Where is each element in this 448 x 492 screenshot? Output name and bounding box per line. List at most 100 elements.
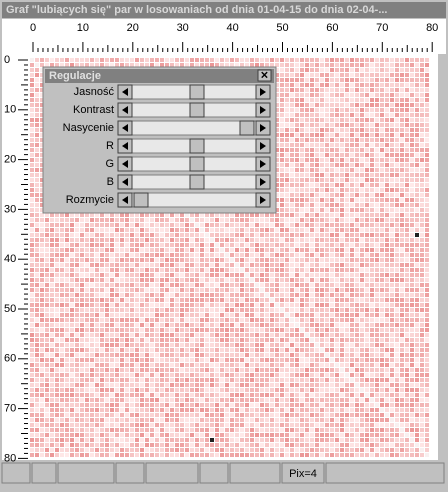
heat-cell bbox=[245, 58, 249, 62]
heat-cell bbox=[425, 123, 429, 127]
heat-cell bbox=[415, 213, 419, 217]
heat-cell bbox=[30, 333, 34, 337]
heat-cell bbox=[60, 213, 64, 217]
heat-cell bbox=[350, 73, 354, 77]
heat-cell bbox=[270, 363, 274, 367]
heat-cell bbox=[425, 118, 429, 122]
heat-cell bbox=[365, 138, 369, 142]
heat-cell bbox=[340, 258, 344, 262]
heat-cell bbox=[395, 73, 399, 77]
heat-cell bbox=[285, 278, 289, 282]
heat-cell bbox=[405, 93, 409, 97]
heat-cell bbox=[250, 243, 254, 247]
heat-cell bbox=[335, 193, 339, 197]
heat-cell bbox=[320, 158, 324, 162]
heat-cell bbox=[400, 103, 404, 107]
heat-cell bbox=[60, 348, 64, 352]
heat-cell bbox=[275, 113, 279, 117]
heat-cell bbox=[300, 108, 304, 112]
heat-cell bbox=[165, 288, 169, 292]
heat-cell bbox=[330, 208, 334, 212]
heat-cell bbox=[145, 238, 149, 242]
heat-cell bbox=[325, 203, 329, 207]
heat-cell bbox=[425, 293, 429, 297]
heat-cell bbox=[230, 348, 234, 352]
heat-cell bbox=[395, 328, 399, 332]
heat-cell bbox=[380, 233, 384, 237]
heat-cell bbox=[300, 328, 304, 332]
heat-cell bbox=[70, 268, 74, 272]
heat-cell bbox=[35, 83, 39, 87]
heat-cell bbox=[130, 278, 134, 282]
heat-cell bbox=[85, 323, 89, 327]
heat-cell bbox=[285, 318, 289, 322]
heat-cell bbox=[405, 168, 409, 172]
heat-cell bbox=[345, 128, 349, 132]
heat-cell bbox=[165, 58, 169, 62]
heat-cell bbox=[380, 63, 384, 67]
heat-cell bbox=[130, 298, 134, 302]
heat-cell bbox=[310, 178, 314, 182]
heat-cell bbox=[150, 233, 154, 237]
heat-cell bbox=[335, 293, 339, 297]
heat-cell bbox=[135, 288, 139, 292]
heat-cell bbox=[120, 223, 124, 227]
heat-cell bbox=[35, 333, 39, 337]
heat-cell bbox=[35, 183, 39, 187]
heat-cell bbox=[260, 273, 264, 277]
heat-cell bbox=[200, 263, 204, 267]
heat-cell bbox=[110, 58, 114, 62]
heat-cell bbox=[330, 88, 334, 92]
heat-cell bbox=[405, 123, 409, 127]
heat-cell bbox=[155, 333, 159, 337]
heat-cell bbox=[400, 143, 404, 147]
heat-cell bbox=[130, 313, 134, 317]
heat-cell bbox=[190, 228, 194, 232]
heat-cell bbox=[260, 358, 264, 362]
heat-cell bbox=[395, 103, 399, 107]
heat-cell bbox=[300, 248, 304, 252]
heat-cell bbox=[125, 228, 129, 232]
heat-cell bbox=[290, 273, 294, 277]
heat-cell bbox=[305, 218, 309, 222]
heat-cell bbox=[175, 358, 179, 362]
heat-cell bbox=[35, 293, 39, 297]
heat-cell bbox=[250, 313, 254, 317]
heat-cell bbox=[205, 298, 209, 302]
heat-cell bbox=[220, 238, 224, 242]
heat-cell bbox=[305, 108, 309, 112]
heat-cell bbox=[180, 263, 184, 267]
heat-cell bbox=[290, 108, 294, 112]
heat-cell bbox=[355, 218, 359, 222]
heat-cell bbox=[180, 368, 184, 372]
heat-cell bbox=[410, 343, 414, 347]
heat-cell bbox=[260, 278, 264, 282]
heat-cell bbox=[365, 363, 369, 367]
heat-cell bbox=[390, 303, 394, 307]
heat-cell bbox=[405, 278, 409, 282]
heat-cell bbox=[210, 258, 214, 262]
heat-cell bbox=[135, 338, 139, 342]
heat-cell bbox=[405, 183, 409, 187]
heat-cell bbox=[180, 293, 184, 297]
heat-cell bbox=[210, 283, 214, 287]
heat-cell bbox=[210, 248, 214, 252]
heat-cell bbox=[405, 203, 409, 207]
heat-cell bbox=[80, 288, 84, 292]
heat-cell bbox=[75, 368, 79, 372]
heat-cell bbox=[410, 173, 414, 177]
heat-cell bbox=[140, 293, 144, 297]
heat-cell bbox=[410, 313, 414, 317]
heat-cell bbox=[405, 138, 409, 142]
heat-cell bbox=[75, 233, 79, 237]
heat-cell bbox=[320, 93, 324, 97]
heat-cell bbox=[120, 348, 124, 352]
heat-cell bbox=[355, 173, 359, 177]
heat-cell bbox=[315, 323, 319, 327]
heat-cell bbox=[295, 128, 299, 132]
heat-cell bbox=[260, 343, 264, 347]
heat-cell bbox=[165, 253, 169, 257]
heat-cell bbox=[405, 98, 409, 102]
heat-cell bbox=[220, 343, 224, 347]
heat-cell bbox=[150, 333, 154, 337]
